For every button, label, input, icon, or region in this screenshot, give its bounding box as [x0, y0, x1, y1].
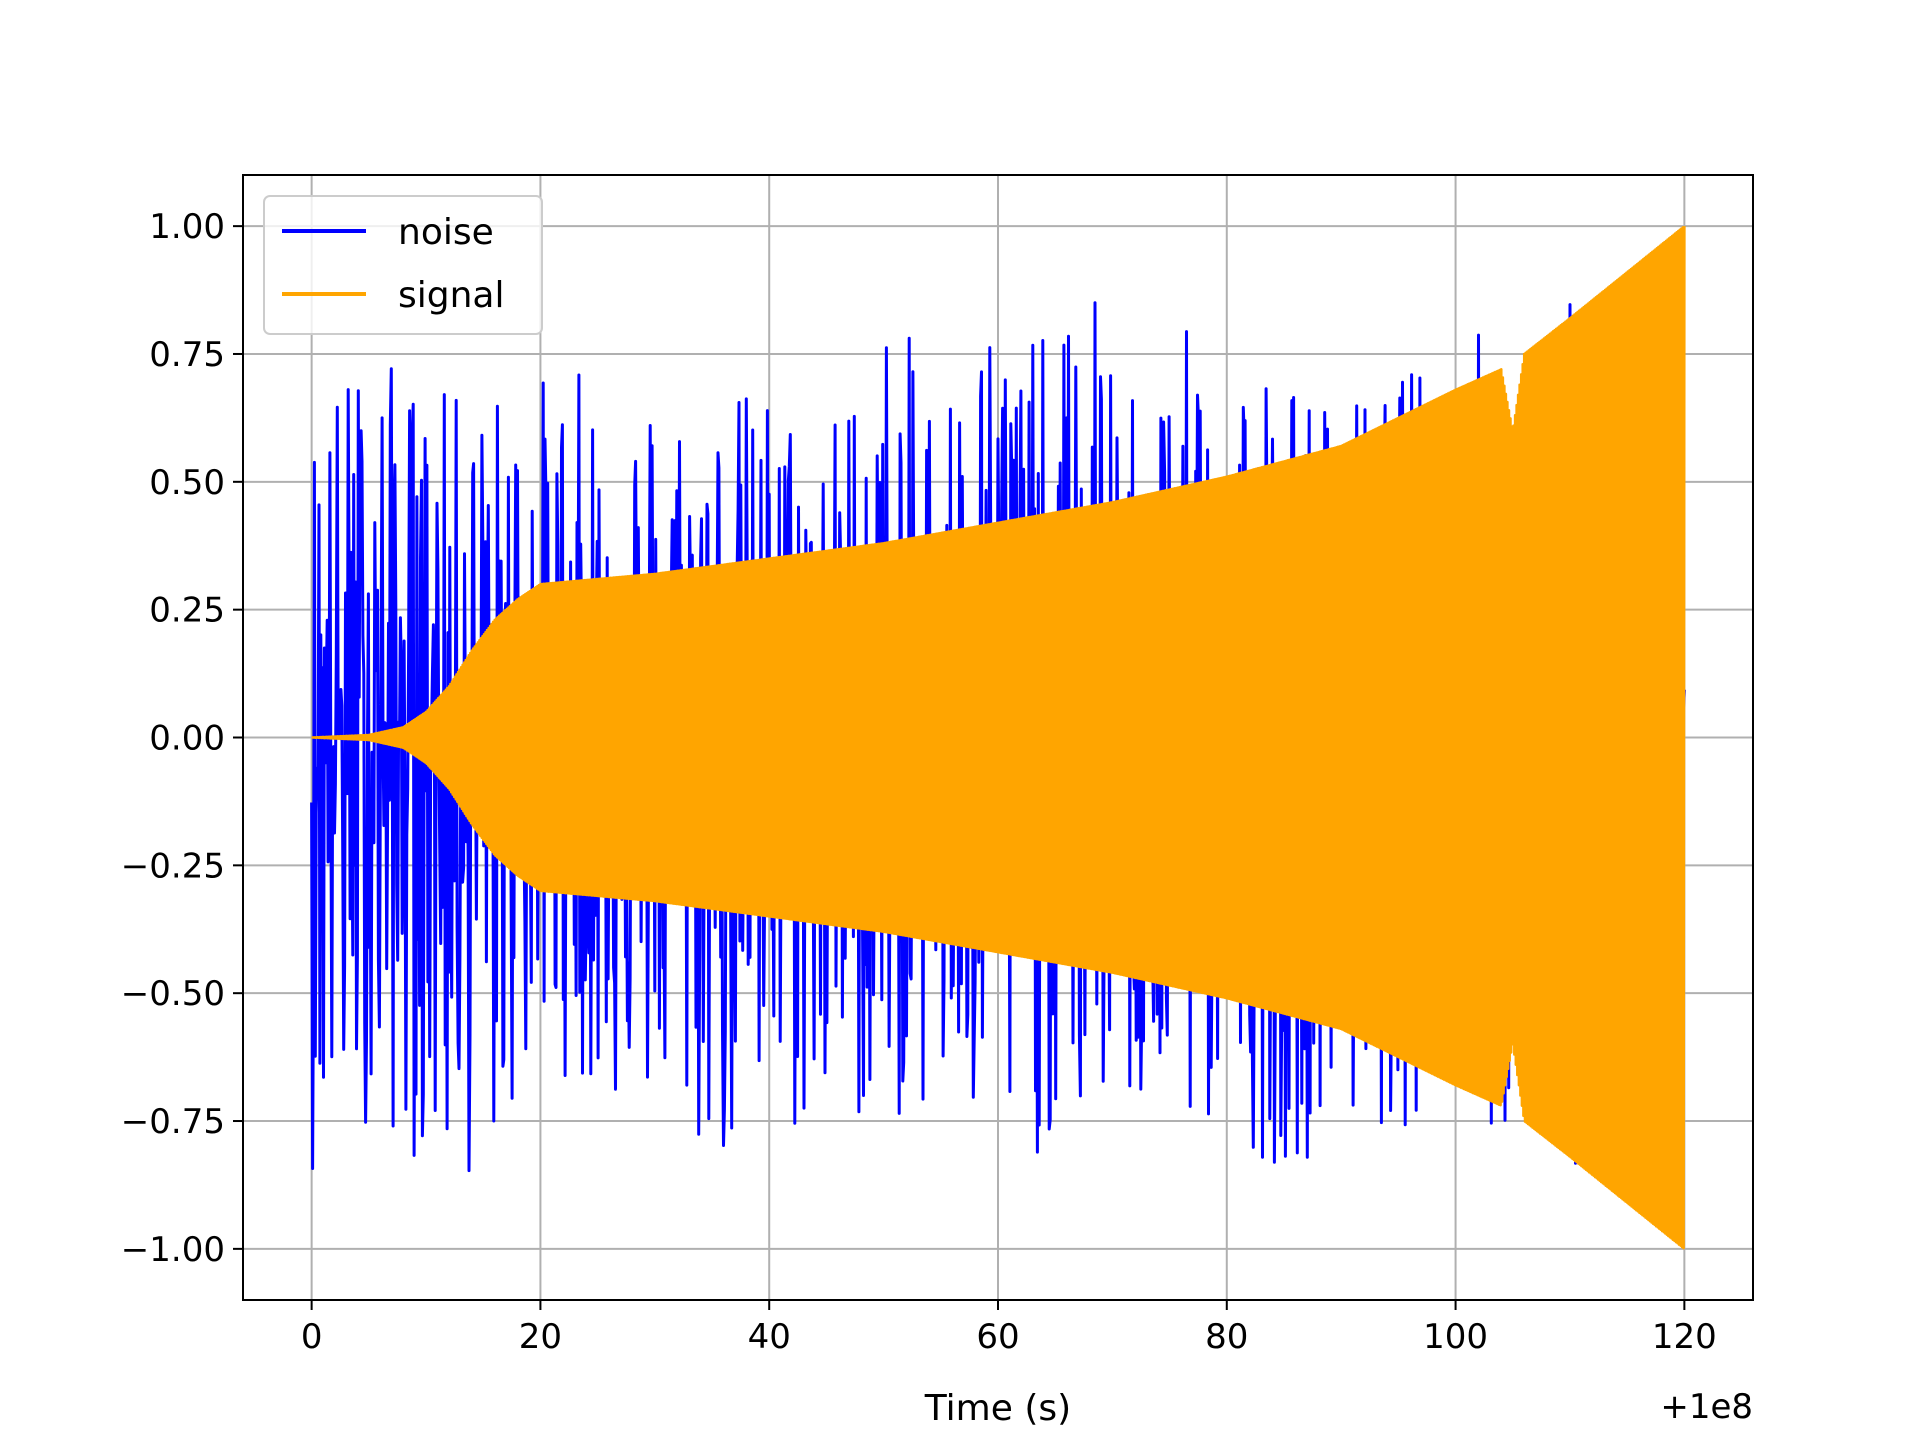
y-tick-label: 0.75: [149, 335, 225, 375]
x-tick-label: 40: [748, 1317, 791, 1357]
x-tick-label: 60: [976, 1317, 1019, 1357]
legend-label-noise: noise: [398, 212, 494, 253]
x-tick-label: 0: [301, 1317, 323, 1357]
series-line-signal: [311, 226, 1686, 1250]
y-tick-label: −0.50: [121, 974, 225, 1014]
x-axis-label: Time (s): [924, 1388, 1071, 1429]
x-tick-label: 80: [1205, 1317, 1248, 1357]
y-tick-label: 1.00: [149, 207, 225, 247]
y-tick-label: −0.25: [121, 846, 225, 886]
legend: noise signal: [263, 195, 543, 335]
y-tick-label: 0.25: [149, 591, 225, 631]
x-tick-label: 100: [1423, 1317, 1488, 1357]
ticks: 0 20 40 60 80 100 120 1.00 0.75 0.50 0.25 0.00 −0.25…: [121, 207, 1717, 1357]
x-tick-label: 20: [519, 1317, 562, 1357]
series-layer: [310, 226, 1686, 1250]
x-offset-label: +1e8: [1660, 1387, 1753, 1427]
y-tick-label: −1.00: [121, 1230, 225, 1270]
x-tick-label: 120: [1652, 1317, 1717, 1357]
legend-label-signal: signal: [398, 275, 505, 316]
y-tick-label: 0.50: [149, 463, 225, 503]
y-tick-label: 0.00: [149, 719, 225, 759]
y-tick-label: −0.75: [121, 1102, 225, 1142]
